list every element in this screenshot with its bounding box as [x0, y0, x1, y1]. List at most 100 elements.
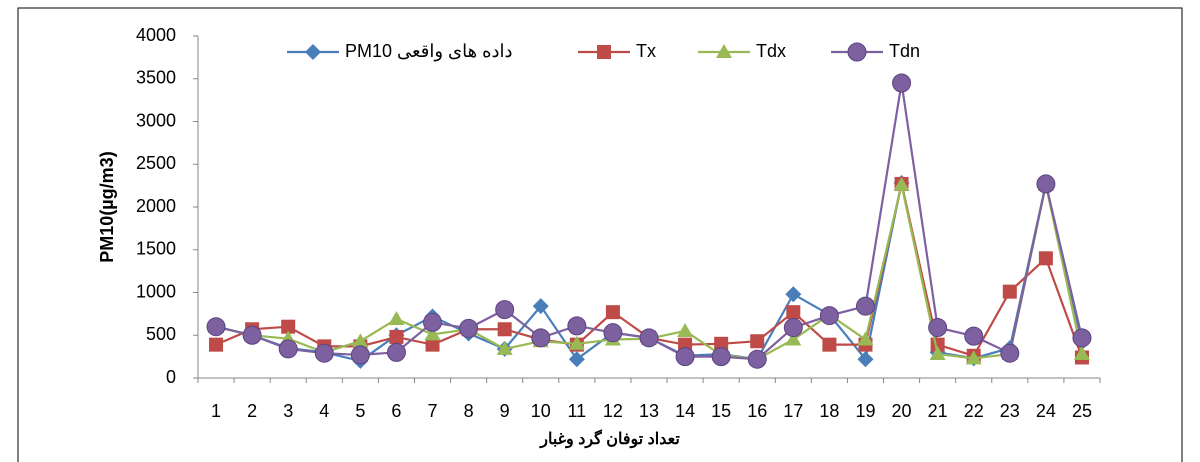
data-point — [1038, 251, 1053, 266]
x-tick-label: 21 — [928, 401, 948, 421]
data-point — [206, 317, 226, 337]
data-point — [425, 337, 440, 352]
data-point — [1036, 174, 1056, 194]
data-point — [747, 349, 767, 369]
data-point — [965, 350, 982, 365]
x-tick-label: 23 — [1000, 401, 1020, 421]
x-tick-label: 1 — [211, 401, 221, 421]
x-tick-label: 12 — [603, 401, 623, 421]
data-point — [1072, 328, 1092, 348]
x-tick-label: 25 — [1072, 401, 1092, 421]
y-tick-label: 3000 — [136, 110, 176, 130]
x-tick-label: 15 — [711, 401, 731, 421]
y-tick-label: 1000 — [136, 281, 176, 301]
data-point — [496, 340, 513, 355]
data-point — [857, 331, 874, 346]
data-point — [928, 318, 948, 338]
x-tick-label: 24 — [1036, 401, 1056, 421]
data-point — [893, 176, 910, 191]
x-tick-label: 5 — [355, 401, 365, 421]
data-point — [1000, 343, 1020, 363]
y-tick-label: 500 — [146, 324, 176, 344]
y-tick-label: 2500 — [136, 153, 176, 173]
x-tick-label: 20 — [892, 401, 912, 421]
data-point — [750, 334, 765, 349]
data-point — [568, 351, 585, 368]
data-point — [677, 322, 694, 337]
data-point — [603, 323, 623, 343]
x-tick-label: 3 — [283, 401, 293, 421]
data-point — [242, 325, 262, 345]
data-point — [209, 337, 224, 352]
data-point — [568, 335, 585, 350]
x-tick-label: 17 — [783, 401, 803, 421]
x-tick-label: 9 — [500, 401, 510, 421]
legend-marker — [305, 44, 321, 60]
data-point — [352, 333, 369, 348]
series-line — [215, 82, 1084, 361]
data-point — [822, 337, 837, 352]
x-tick-label: 4 — [319, 401, 329, 421]
data-point — [892, 73, 912, 93]
data-point — [785, 331, 802, 346]
y-tick-label: 3500 — [136, 68, 176, 88]
data-point — [389, 329, 404, 344]
x-tick-label: 14 — [675, 401, 695, 421]
data-point — [786, 305, 801, 320]
y-tick-label: 0 — [166, 367, 176, 387]
data-point — [675, 347, 695, 367]
data-point — [350, 345, 370, 365]
data-point — [855, 296, 875, 316]
x-tick-label: 2 — [247, 401, 257, 421]
data-point — [388, 311, 405, 326]
x-tick-label: 13 — [639, 401, 659, 421]
data-point — [857, 351, 874, 368]
legend-marker — [847, 42, 867, 62]
data-point — [532, 298, 549, 315]
x-tick-label: 18 — [819, 401, 839, 421]
data-point — [314, 343, 334, 363]
data-point — [278, 339, 298, 359]
data-point — [964, 326, 984, 346]
x-axis-title: تعداد توفان گرد وغبار — [539, 429, 680, 449]
data-point — [605, 305, 620, 320]
data-point — [567, 316, 587, 336]
data-point — [711, 347, 731, 367]
x-tick-label: 7 — [428, 401, 438, 421]
data-point — [495, 300, 515, 320]
data-point — [281, 319, 296, 334]
x-tick-label: 8 — [464, 401, 474, 421]
data-point — [1002, 284, 1017, 299]
data-point — [819, 306, 839, 326]
x-tick-label: 22 — [964, 401, 984, 421]
data-point — [423, 312, 443, 332]
x-tick-label: 10 — [531, 401, 551, 421]
x-tick-label: 11 — [567, 401, 586, 421]
legend-label: Tx — [636, 41, 656, 61]
data-point — [639, 328, 659, 348]
data-point — [785, 286, 802, 303]
y-tick-label: 1500 — [136, 239, 176, 259]
chart-frame — [17, 7, 1183, 462]
legend-marker — [716, 44, 732, 58]
y-axis-title: PM10(µg/m3) — [97, 151, 117, 262]
legend-label: Tdx — [756, 41, 786, 61]
data-point — [424, 326, 441, 341]
x-tick-label: 6 — [391, 401, 401, 421]
x-tick-label: 16 — [747, 401, 767, 421]
data-point — [497, 322, 512, 337]
data-point — [783, 318, 803, 338]
legend-label: Tdn — [889, 41, 920, 61]
data-point — [386, 342, 406, 362]
data-point — [531, 328, 551, 348]
data-point — [1073, 346, 1090, 361]
legend-marker — [597, 45, 611, 59]
y-tick-label: 2000 — [136, 196, 176, 216]
legend-label: داده های واقعی PM10 — [345, 41, 513, 62]
data-point — [929, 346, 946, 361]
x-tick-label: 19 — [855, 401, 875, 421]
data-point — [459, 318, 479, 338]
data-point — [714, 336, 729, 351]
y-tick-label: 4000 — [136, 25, 176, 45]
